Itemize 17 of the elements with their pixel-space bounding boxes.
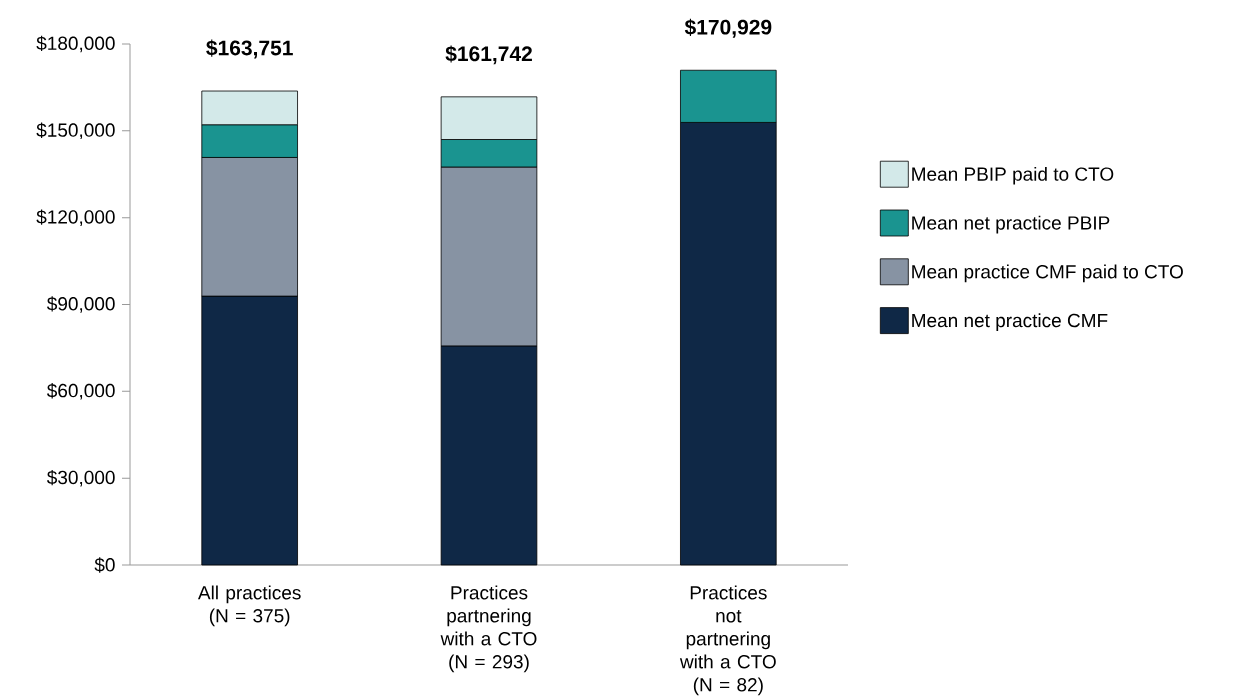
total-label: $170,929 [684,18,772,38]
y-tick-label: $0 [94,557,115,573]
legend-label: Mean PBIP paid to CTO [912,166,1114,185]
total-label: $161,742 [445,45,532,65]
y-tick-label: $120,000 [36,209,115,226]
total-label: $163,751 [206,39,293,59]
y-tick-label: $90,000 [47,296,115,313]
legend-label: Mean practice CMF paid to CTO [912,264,1183,283]
y-tick-label: $30,000 [47,469,115,487]
x-tick-label: Practices partnering with a CTO (N = 293) [440,585,537,673]
y-tick-label: $180,000 [36,35,115,53]
y-tick-label: $150,000 [36,122,115,140]
x-tick-label: Practices not partnering with a CTO (N = 82) [679,585,776,696]
y-tick-label: $60,000 [47,383,115,400]
legend-label: Mean net practice CMF [912,313,1108,332]
x-tick-label: All practices (N = 375) [197,585,301,627]
legend-label: Mean net practice PBIP [912,215,1110,234]
